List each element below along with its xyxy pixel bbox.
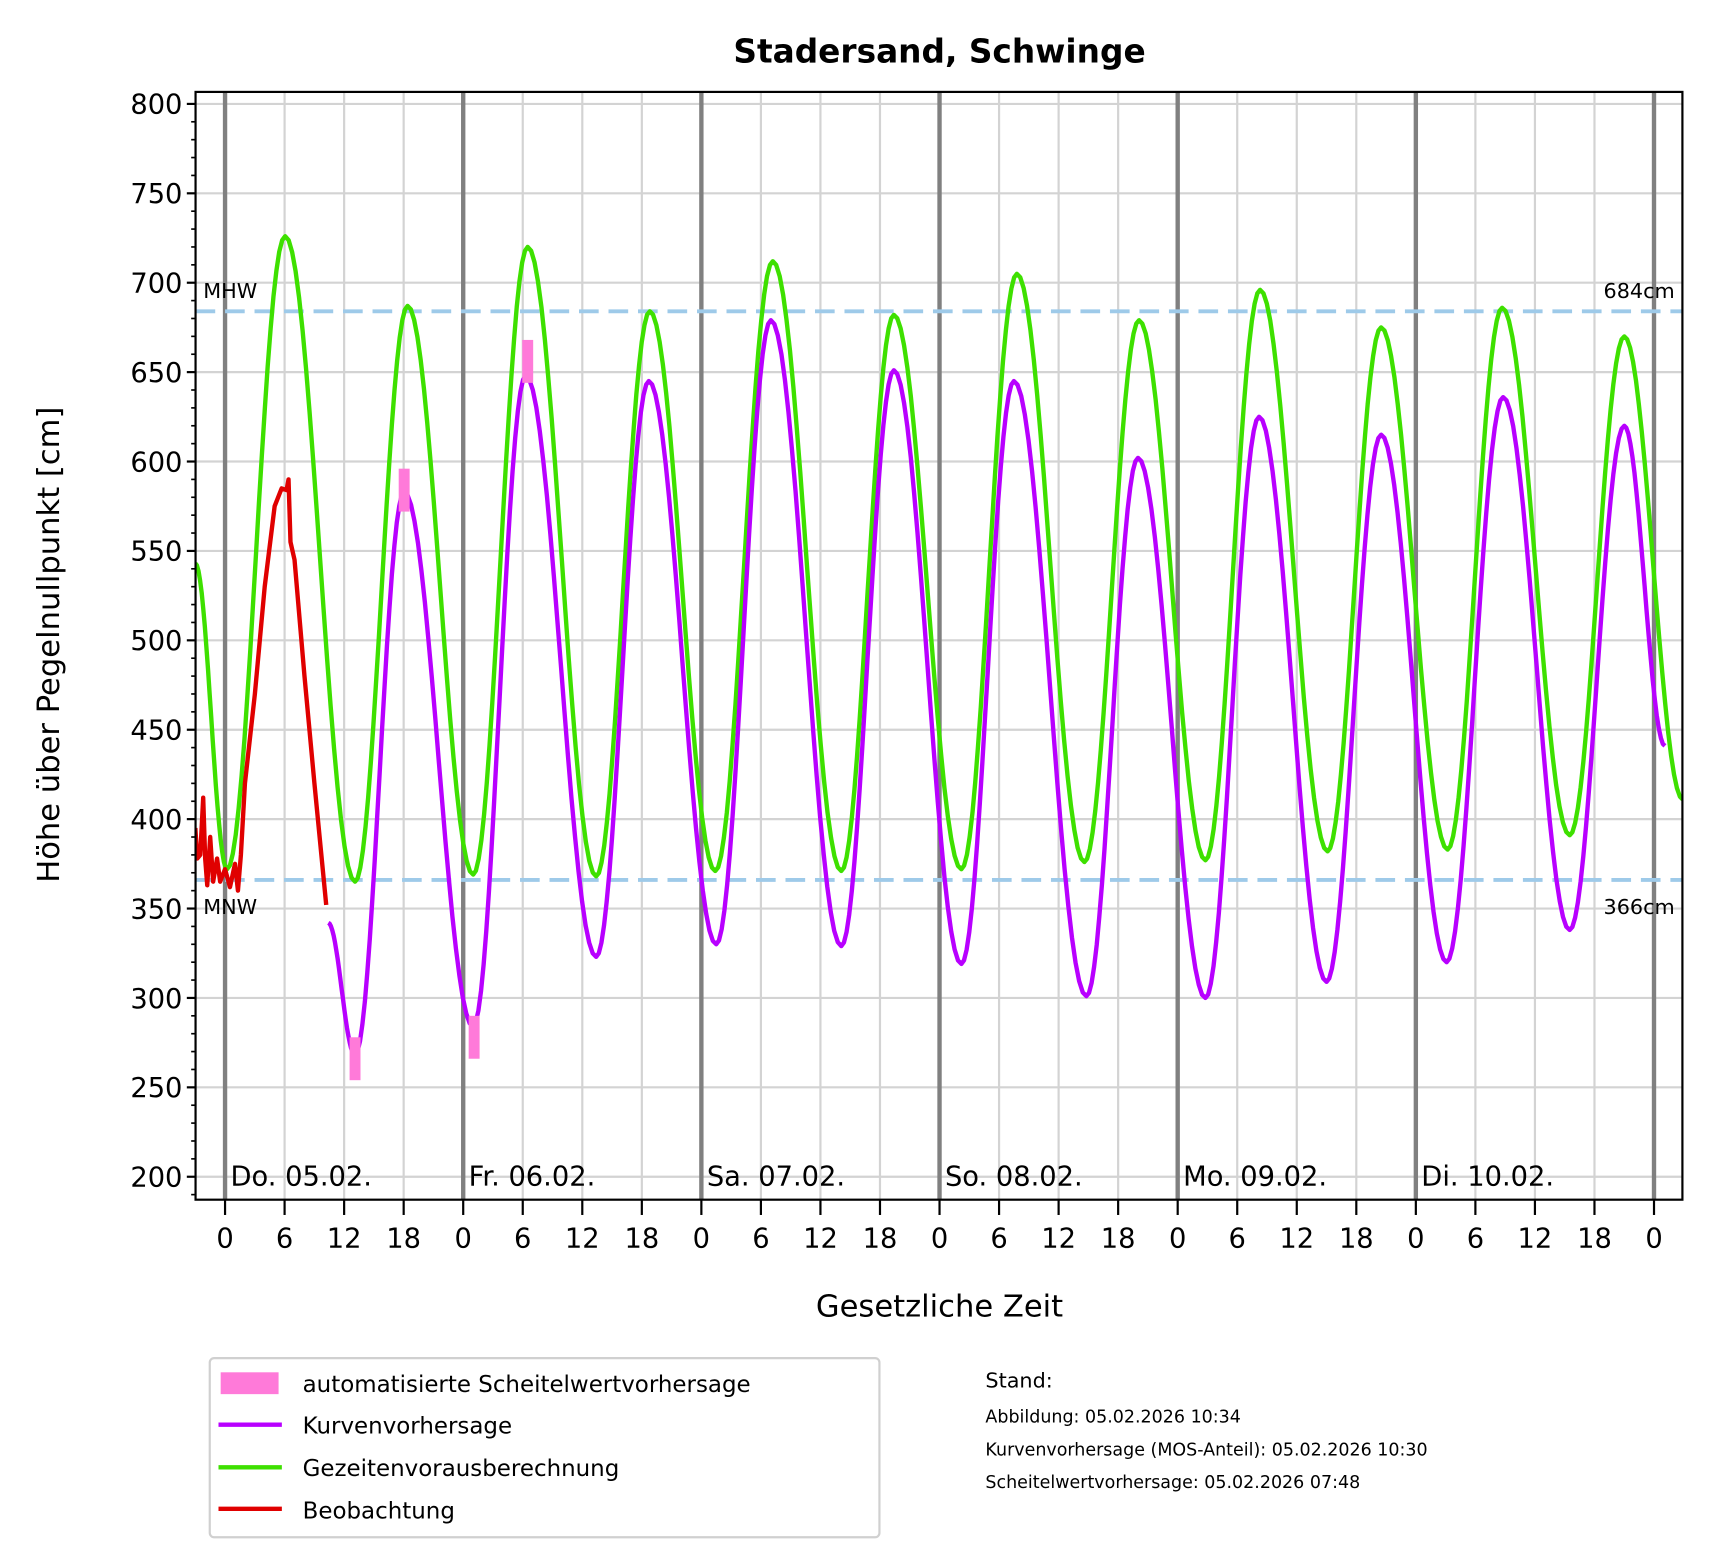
x-tick-label: 12 bbox=[1041, 1224, 1076, 1255]
x-tick-label: 6 bbox=[752, 1224, 769, 1255]
day-label: Fr. 06.02. bbox=[469, 1161, 596, 1192]
day-lines bbox=[222, 91, 1657, 1200]
legend: automatisierte Scheitelwertvorhersage Ku… bbox=[208, 1357, 881, 1539]
y-tick-label: 350 bbox=[130, 894, 182, 925]
ref-value-mnw: 366cm bbox=[1604, 895, 1675, 919]
x-tick-label: 12 bbox=[327, 1224, 362, 1255]
series-group bbox=[195, 234, 1683, 1081]
x-tick-label: 12 bbox=[565, 1224, 600, 1255]
legend-label-kurven: Kurvenvorhersage bbox=[303, 1413, 512, 1439]
y-tick-label: 650 bbox=[130, 358, 182, 389]
x-tick-label: 12 bbox=[1518, 1224, 1553, 1255]
x-tick-label: 6 bbox=[1467, 1224, 1484, 1255]
y-tick-label: 700 bbox=[130, 269, 182, 300]
x-tick-label: 0 bbox=[216, 1224, 233, 1255]
series-beobachtung bbox=[195, 477, 329, 906]
x-tick-label: 0 bbox=[693, 1224, 710, 1255]
x-tick-label: 12 bbox=[1279, 1224, 1314, 1255]
x-tick-label: 0 bbox=[931, 1224, 948, 1255]
stand-heading: Stand: bbox=[985, 1369, 1052, 1393]
day-label: Do. 05.02. bbox=[231, 1161, 372, 1192]
legend-label-gezeiten: Gezeitenvorausberechnung bbox=[303, 1456, 620, 1482]
y-tick-label: 250 bbox=[130, 1073, 182, 1104]
x-tick-label: 6 bbox=[1229, 1224, 1246, 1255]
x-tick-label: 12 bbox=[803, 1224, 838, 1255]
y-tick-label: 750 bbox=[130, 179, 182, 210]
y-tick-label: 300 bbox=[130, 984, 182, 1015]
y-tick-label: 800 bbox=[130, 90, 182, 121]
day-labels: Do. 05.02. Fr. 06.02. Sa. 07.02. So. 08.02.… bbox=[231, 1161, 1555, 1192]
day-label: Mo. 09.02. bbox=[1183, 1161, 1327, 1192]
x-tick-label: 18 bbox=[1577, 1224, 1612, 1255]
x-tick-label: 18 bbox=[386, 1224, 421, 1255]
x-tick-label: 18 bbox=[863, 1224, 898, 1255]
series-layer bbox=[195, 234, 1683, 1081]
y-tick-label: 600 bbox=[130, 447, 182, 478]
scheitel-marker bbox=[398, 468, 410, 512]
stand-kurven: Kurvenvorhersage (MOS-Anteil): 05.02.202… bbox=[985, 1440, 1427, 1460]
y-tick-label: 500 bbox=[130, 626, 182, 657]
series-gezeitenvorausberechnung bbox=[195, 234, 1683, 884]
scheitel-marker bbox=[349, 1037, 361, 1081]
day-label: Di. 10.02. bbox=[1421, 1161, 1554, 1192]
stand-info: Stand: Abbildung: 05.02.2026 10:34 Kurve… bbox=[985, 1369, 1427, 1494]
x-tick-label: 0 bbox=[1645, 1224, 1662, 1255]
y-tick-label: 400 bbox=[130, 805, 182, 836]
x-tick-label: 0 bbox=[1169, 1224, 1186, 1255]
y-axis-label: Höhe über Pegelnullpunkt [cm] bbox=[32, 407, 67, 883]
scheitel-marker bbox=[522, 339, 534, 383]
reference-lines: MHW 684cm MNW 366cm bbox=[195, 279, 1683, 919]
series-kurvenvorhersage bbox=[327, 318, 1667, 1058]
y-tick-label: 550 bbox=[130, 537, 182, 568]
x-tick-label: 6 bbox=[514, 1224, 531, 1255]
x-tick-label: 6 bbox=[276, 1224, 293, 1255]
x-tick-label: 18 bbox=[1101, 1224, 1136, 1255]
day-label: So. 08.02. bbox=[945, 1161, 1083, 1192]
x-tick-label: 18 bbox=[1339, 1224, 1374, 1255]
stand-abbildung: Abbildung: 05.02.2026 10:34 bbox=[985, 1408, 1241, 1428]
x-tick-label: 18 bbox=[624, 1224, 659, 1255]
legend-label-beobachtung: Beobachtung bbox=[303, 1499, 455, 1525]
ref-name-mnw: MNW bbox=[203, 895, 257, 919]
y-tick-label: 200 bbox=[130, 1163, 182, 1194]
scheitel-marker bbox=[468, 1015, 480, 1059]
x-tick-label: 6 bbox=[990, 1224, 1007, 1255]
x-tick-label: 0 bbox=[455, 1224, 472, 1255]
axes: 2002503003504004505005506006507007508000… bbox=[130, 90, 1662, 1255]
legend-swatch-scheitel bbox=[220, 1372, 279, 1395]
chart-title: Stadersand, Schwinge bbox=[733, 32, 1145, 70]
legend-label-scheitel: automatisierte Scheitelwertvorhersage bbox=[303, 1372, 751, 1398]
ref-name-mhw: MHW bbox=[203, 279, 257, 303]
ref-value-mhw: 684cm bbox=[1604, 279, 1675, 303]
stand-scheitel: Scheitelwertvorhersage: 05.02.2026 07:48 bbox=[985, 1473, 1360, 1493]
y-tick-label: 450 bbox=[130, 716, 182, 747]
day-label: Sa. 07.02. bbox=[707, 1161, 845, 1192]
legend-box bbox=[208, 1357, 881, 1539]
x-tick-label: 0 bbox=[1407, 1224, 1424, 1255]
x-axis-label: Gesetzliche Zeit bbox=[816, 1290, 1063, 1325]
